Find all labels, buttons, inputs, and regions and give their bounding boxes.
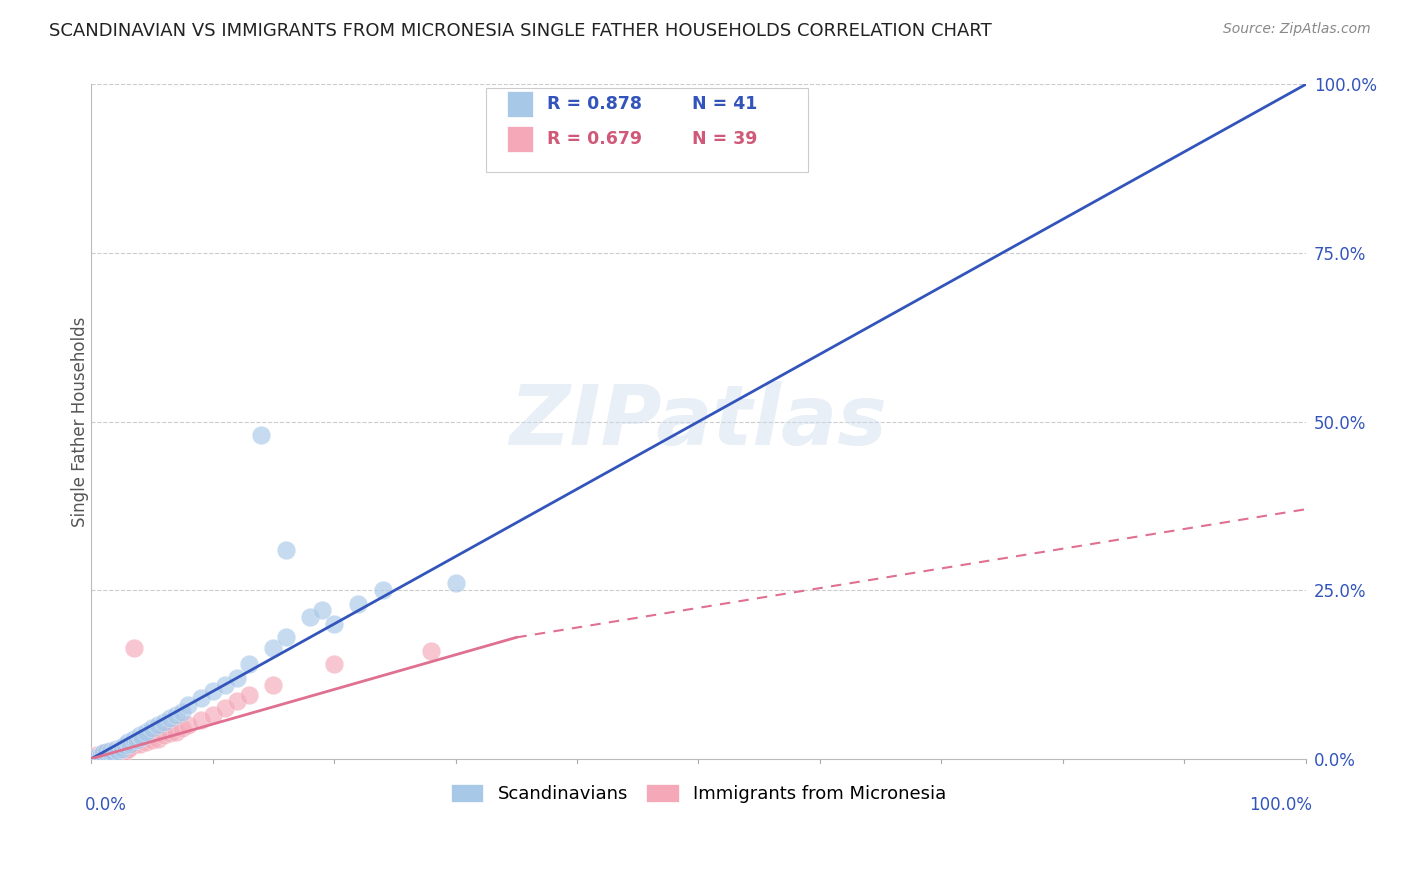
Point — [190, 713, 212, 727]
Point — [86, 748, 108, 763]
Point — [177, 718, 200, 732]
Point — [153, 714, 176, 729]
Point — [201, 684, 224, 698]
Text: N = 41: N = 41 — [692, 95, 758, 113]
Text: R = 0.679: R = 0.679 — [547, 130, 641, 148]
Point — [117, 735, 139, 749]
Point — [177, 698, 200, 712]
Legend: Scandinavians, Immigrants from Micronesia: Scandinavians, Immigrants from Micronesi… — [443, 777, 953, 811]
Point — [98, 745, 121, 759]
Point — [274, 631, 297, 645]
Point — [323, 657, 346, 672]
Point — [122, 640, 145, 655]
Point — [172, 705, 194, 719]
Point — [120, 737, 142, 751]
Point — [263, 677, 285, 691]
Point — [117, 739, 139, 754]
Point — [114, 739, 136, 753]
Text: R = 0.878: R = 0.878 — [547, 95, 641, 113]
Point — [103, 745, 125, 759]
Point — [94, 745, 117, 759]
Point — [347, 597, 370, 611]
Point — [141, 722, 163, 736]
Point — [165, 708, 187, 723]
Point — [214, 701, 236, 715]
Y-axis label: Single Father Households: Single Father Households — [72, 317, 89, 527]
Point — [122, 739, 145, 753]
Point — [201, 708, 224, 723]
Point — [190, 691, 212, 706]
FancyBboxPatch shape — [506, 127, 533, 152]
Point — [107, 744, 129, 758]
FancyBboxPatch shape — [486, 87, 808, 172]
Text: 0.0%: 0.0% — [86, 796, 127, 814]
Point — [103, 747, 125, 761]
FancyBboxPatch shape — [506, 91, 533, 117]
Point — [87, 749, 110, 764]
Point — [159, 711, 181, 725]
Point — [323, 616, 346, 631]
Point — [98, 747, 121, 761]
Point — [172, 722, 194, 736]
Point — [104, 741, 127, 756]
Point — [98, 747, 121, 761]
Point — [111, 741, 134, 756]
Point — [146, 718, 169, 732]
Point — [141, 732, 163, 747]
Point — [90, 748, 112, 763]
Point — [104, 745, 127, 759]
Text: 100.0%: 100.0% — [1249, 796, 1312, 814]
Point — [83, 750, 105, 764]
Point — [131, 730, 153, 744]
Point — [444, 576, 467, 591]
Point — [214, 677, 236, 691]
Point — [86, 749, 108, 764]
Point — [263, 640, 285, 655]
Point — [111, 739, 134, 754]
Point — [135, 735, 157, 749]
Point — [311, 603, 333, 617]
Point — [90, 747, 112, 762]
Point — [98, 744, 121, 758]
Point — [274, 542, 297, 557]
Text: SCANDINAVIAN VS IMMIGRANTS FROM MICRONESIA SINGLE FATHER HOUSEHOLDS CORRELATION : SCANDINAVIAN VS IMMIGRANTS FROM MICRONES… — [49, 22, 993, 40]
Point — [114, 744, 136, 758]
Point — [135, 724, 157, 739]
Point — [250, 428, 273, 442]
Point — [298, 610, 321, 624]
Point — [111, 745, 134, 759]
Text: Source: ZipAtlas.com: Source: ZipAtlas.com — [1223, 22, 1371, 37]
Point — [371, 583, 394, 598]
Point — [153, 728, 176, 742]
Text: ZIPatlas: ZIPatlas — [509, 381, 887, 462]
Point — [146, 731, 169, 746]
Point — [159, 726, 181, 740]
Point — [84, 749, 107, 764]
Point — [117, 741, 139, 756]
Point — [93, 747, 115, 761]
Point — [122, 731, 145, 746]
Point — [420, 644, 443, 658]
Point — [107, 744, 129, 758]
Point — [129, 737, 152, 751]
Text: N = 39: N = 39 — [692, 130, 758, 148]
Point — [104, 745, 127, 759]
Point — [165, 724, 187, 739]
Point — [111, 741, 134, 756]
Point — [226, 694, 249, 708]
Point — [93, 747, 115, 761]
Point — [238, 688, 260, 702]
Point — [226, 671, 249, 685]
Point — [94, 747, 117, 762]
Point — [93, 747, 115, 761]
Point — [127, 732, 149, 747]
Point — [93, 748, 115, 763]
Point — [238, 657, 260, 672]
Point — [129, 728, 152, 742]
